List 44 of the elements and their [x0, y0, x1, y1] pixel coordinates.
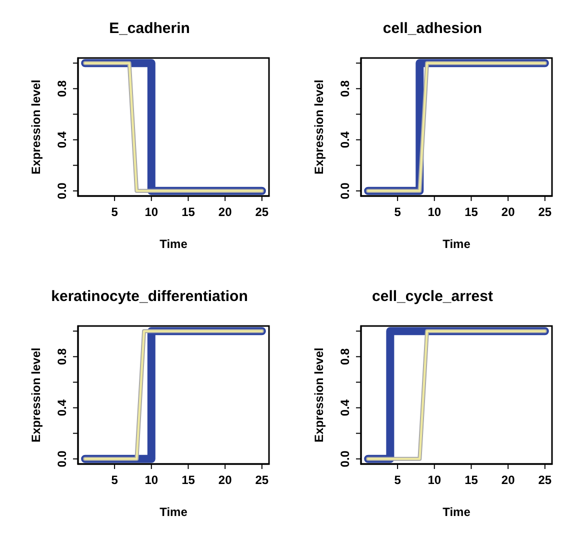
chart-title: E_cadherin — [109, 20, 190, 37]
y-tick-label: 0.8 — [55, 80, 69, 98]
y-tick-label: 0.0 — [55, 450, 69, 468]
x-tick-label: 20 — [218, 473, 232, 487]
x-tick-label: 10 — [428, 205, 442, 219]
x-tick-label: 10 — [144, 473, 158, 487]
y-tick-label: 0.0 — [338, 450, 352, 468]
x-tick-label: 15 — [464, 205, 478, 219]
x-axis-title: Time — [442, 237, 471, 251]
y-axis-title: Expression level — [29, 80, 43, 174]
y-tick-label: 0.4 — [338, 399, 352, 416]
chart-title: cell_adhesion — [382, 20, 482, 37]
x-tick-label: 15 — [182, 205, 196, 219]
x-tick-label: 5 — [394, 205, 402, 219]
y-axis-title: Expression level — [29, 348, 43, 442]
y-tick-label: 0.8 — [338, 80, 352, 98]
y-axis-title: Expression level — [312, 80, 326, 174]
x-axis-title: Time — [160, 505, 188, 519]
x-tick-label: 25 — [255, 473, 269, 487]
x-tick-label: 15 — [182, 473, 196, 487]
y-tick-label: 0.4 — [55, 399, 69, 416]
chart-title: keratinocyte_differentiation — [51, 288, 248, 305]
x-tick-label: 25 — [538, 473, 552, 487]
x-tick-label: 5 — [111, 473, 118, 487]
chart-title: cell_cycle_arrest — [372, 288, 493, 305]
x-tick-label: 10 — [144, 205, 158, 219]
y-tick-label: 0.0 — [55, 182, 69, 200]
y-tick-label: 0.8 — [338, 348, 352, 366]
y-tick-label: 0.8 — [55, 348, 69, 366]
y-tick-label: 0.4 — [338, 131, 352, 148]
y-tick-label: 0.4 — [55, 131, 69, 148]
x-tick-label: 5 — [394, 473, 402, 487]
x-tick-label: 5 — [111, 205, 118, 219]
y-tick-label: 0.0 — [338, 182, 352, 200]
x-tick-label: 20 — [501, 473, 516, 487]
x-tick-label: 10 — [428, 473, 442, 487]
x-tick-label: 20 — [501, 205, 516, 219]
x-tick-label: 25 — [255, 205, 269, 219]
x-tick-label: 15 — [464, 473, 478, 487]
x-axis-title: Time — [442, 505, 471, 519]
x-tick-label: 25 — [538, 205, 552, 219]
x-tick-label: 20 — [218, 205, 232, 219]
y-axis-title: Expression level — [312, 348, 326, 442]
x-axis-title: Time — [160, 237, 188, 251]
